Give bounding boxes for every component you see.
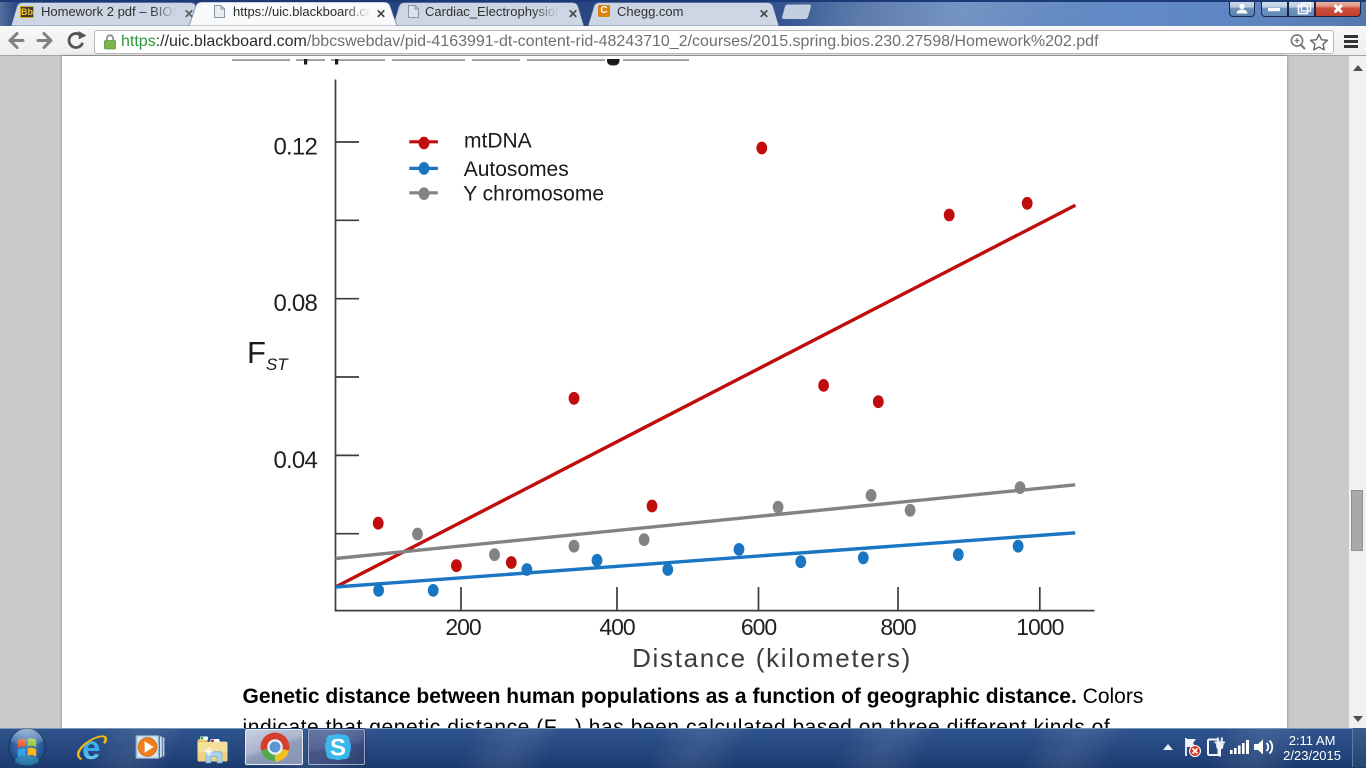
svg-text:0.08: 0.08: [273, 290, 317, 317]
svg-text:Y chromosome: Y chromosome: [463, 183, 604, 206]
svg-text:S: S: [330, 735, 346, 762]
svg-text:Distance (kilometers): Distance (kilometers): [632, 643, 912, 673]
svg-text:0.04: 0.04: [273, 447, 317, 474]
svg-text:Autosomes: Autosomes: [464, 158, 569, 181]
svg-text:400: 400: [599, 614, 635, 640]
svg-text:800: 800: [880, 614, 916, 640]
svg-text:indicate that genetic distance: indicate that genetic distance (FST) has…: [243, 716, 1111, 730]
svg-text:FST: FST: [247, 335, 289, 374]
svg-text:Genetic distance between human: Genetic distance between human populatio…: [243, 685, 1144, 708]
svg-text:mtDNA: mtDNA: [464, 130, 532, 153]
svg-text:0.12: 0.12: [273, 134, 317, 161]
svg-text:600: 600: [741, 614, 777, 640]
svg-text:200: 200: [445, 614, 481, 640]
svg-text:1000: 1000: [1016, 614, 1063, 640]
svg-text:e: e: [82, 729, 100, 765]
